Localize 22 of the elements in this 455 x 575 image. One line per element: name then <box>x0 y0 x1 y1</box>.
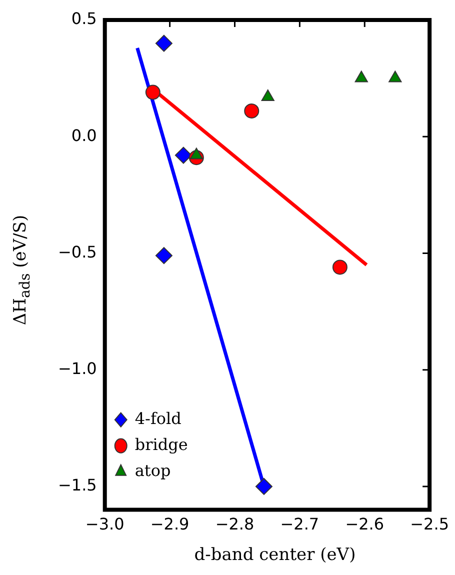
y-tick-label: 0.0 <box>71 126 97 145</box>
legend-label: atop <box>134 460 171 480</box>
x-tick-label: −2.6 <box>345 514 384 534</box>
point <box>332 260 348 275</box>
x-tick-label: −3.0 <box>85 514 124 534</box>
point <box>155 247 172 264</box>
y-tick-label: −1.5 <box>58 476 97 495</box>
point <box>155 34 172 52</box>
x-tick-label: −2.5 <box>410 514 450 534</box>
legend-label: 4-fold <box>134 408 182 428</box>
point <box>255 478 272 495</box>
y-tick-label: 0.5 <box>71 9 97 28</box>
legend-label: bridge <box>134 434 188 454</box>
y-tick-label: −1.0 <box>58 359 97 378</box>
y-tick-label: −0.5 <box>58 242 97 262</box>
x-axis-title: d-band center (eV) <box>193 545 357 565</box>
x-tick-label: −2.9 <box>150 514 190 534</box>
point <box>174 146 192 164</box>
x-tick-label: −2.8 <box>215 514 254 534</box>
x-tick-label: −2.7 <box>280 514 320 534</box>
point <box>145 84 160 100</box>
point <box>244 103 260 118</box>
